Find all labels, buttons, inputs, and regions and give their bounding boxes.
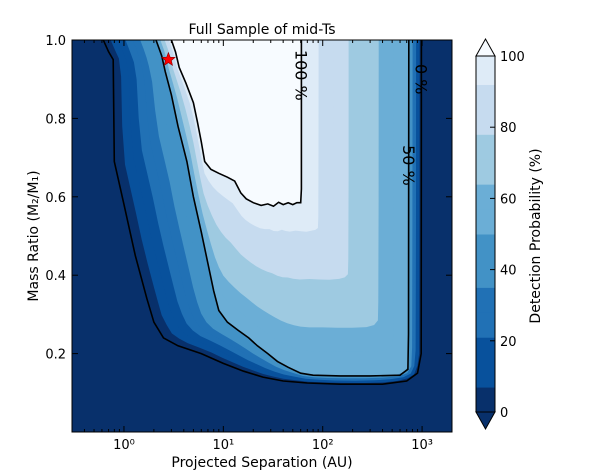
x-tick-label: 10² [312,438,334,453]
x-tick-label: 10⁰ [113,438,135,453]
colorbar-segment [476,159,495,185]
colorbar-tick-label: 80 [500,121,517,136]
contour-labels: 0 % 50 % 100 % [291,50,430,186]
colorbar-segment [476,287,495,313]
plot-frame [71,39,453,433]
colorbar-tick-label: 0 [500,406,508,421]
colorbar-segment [476,234,495,263]
colorbar-frame [475,55,496,413]
colorbar-extend-top [475,37,496,57]
colorbar-segment [476,362,495,388]
colorbar-segment [476,84,495,110]
colorbar-segment [476,209,495,235]
colorbar-tick-label: 60 [500,192,517,207]
x-axis-label: Projected Separation (AU) [171,455,352,470]
marker-layer [160,51,176,66]
x-tick-label: 10³ [411,438,433,453]
colorbar-segment [476,184,495,210]
probability-band-100 [171,40,302,206]
colorbar-ticks: 0 20 40 60 80 100 [490,50,525,421]
colorbar-segment [476,337,495,363]
y-tick-label: 0.6 [45,191,66,206]
y-axis-ticks: 0.2 0.4 0.6 0.8 1.0 [45,34,452,363]
colorbar-segment [476,387,495,413]
contour-line-50 [155,40,410,377]
y-tick-label: 0.4 [45,269,66,284]
plot-area [72,40,452,432]
colorbar-extend-bottom [475,411,496,431]
colorbar-label: Detection Probability (%) [528,148,544,323]
chart-title: Full Sample of mid-Ts [189,22,336,38]
x-tick-label: 10¹ [212,438,234,453]
contour-lines [102,40,423,386]
y-tick-label: 1.0 [45,34,66,49]
colorbar-segment [476,56,495,85]
contour-line-0 [102,40,423,386]
y-tick-label: 0.2 [45,348,66,363]
contour-label-50: 50 % [399,145,418,186]
colorbar-segment [476,262,495,288]
colorbar-segment [476,312,495,338]
contour-label-100: 100 % [291,50,310,101]
y-axis-label: Mass Ratio (M₂/M₁) [26,170,42,301]
star-marker [160,51,176,66]
contour-line-100 [170,40,303,208]
colorbar [475,37,496,431]
contour-label-0: 0 % [411,64,430,94]
colorbar-tick-label: 40 [500,264,517,279]
y-tick-label: 0.8 [45,112,66,127]
colorbar-segment [476,109,495,135]
colorbar-tick-label: 100 [500,50,525,65]
x-axis-ticks: 10⁰ 10¹ 10² 10³ [71,40,453,453]
colorbar-segment [476,134,495,160]
colorbar-tick-label: 20 [500,335,517,350]
